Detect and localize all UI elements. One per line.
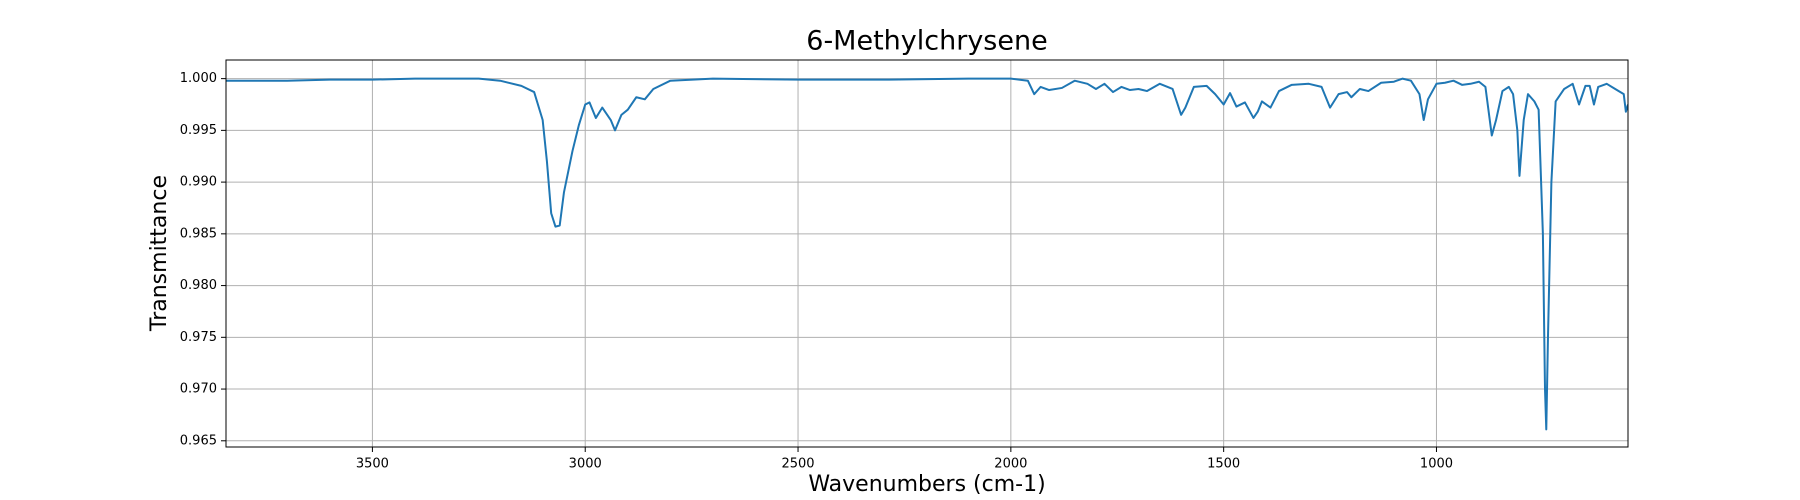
y-tick-label: 0.985 (180, 226, 217, 241)
y-tick-label: 0.970 (180, 382, 217, 397)
y-tick-label: 0.980 (180, 278, 217, 293)
y-tick-label: 0.995 (180, 123, 217, 138)
y-tick-label: 0.965 (180, 433, 217, 448)
y-tick-label: 0.990 (180, 175, 217, 190)
x-tick-label: 2000 (994, 457, 1027, 472)
x-axis-label: Wavenumbers (cm-1) (808, 472, 1045, 497)
y-tick-label: 0.975 (180, 330, 217, 345)
x-tick-label: 2500 (781, 457, 814, 472)
chart-title: 6-Methylchrysene (806, 26, 1047, 57)
x-tick-label: 3000 (569, 457, 602, 472)
y-tick-label: 1.000 (180, 71, 217, 86)
x-tick-label: 1500 (1207, 457, 1240, 472)
spectrum-line (226, 77, 1628, 431)
x-tick-label: 1000 (1420, 457, 1453, 472)
y-axis-label: Transmittance (147, 175, 172, 332)
plot-frame (225, 59, 1629, 448)
x-tick-label: 3500 (356, 457, 389, 472)
